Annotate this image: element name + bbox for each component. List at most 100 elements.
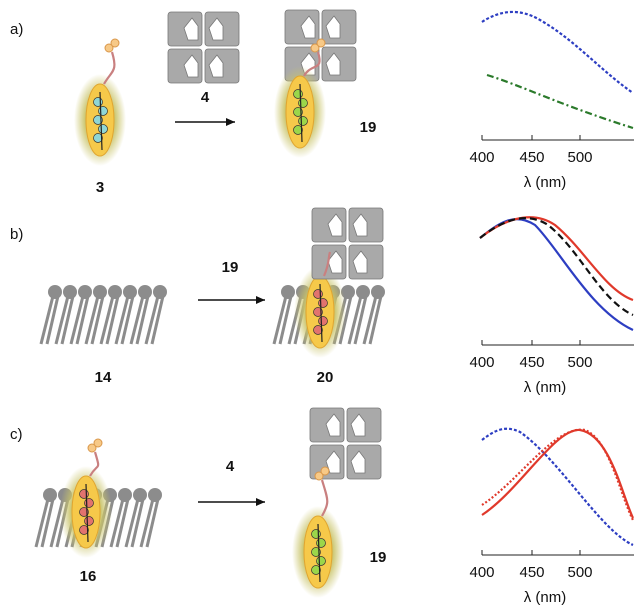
panel-label: c) xyxy=(10,426,23,443)
lipid-tail xyxy=(54,295,70,345)
lipid-head xyxy=(133,488,147,502)
tether xyxy=(303,51,321,77)
guest-ring xyxy=(298,116,308,126)
host-notch xyxy=(352,213,368,237)
lipid-tail xyxy=(144,295,160,345)
x-tick-label: 400 xyxy=(469,354,494,371)
tag xyxy=(320,466,330,476)
guest-ring xyxy=(293,89,303,99)
tag xyxy=(314,471,324,481)
host-notch xyxy=(352,250,368,274)
lipid-tail xyxy=(145,498,160,548)
lipid-tail xyxy=(130,498,145,548)
x-tick-label: 500 xyxy=(567,354,592,371)
host-notch xyxy=(208,54,224,78)
compound-label: 20 xyxy=(317,369,334,386)
guest-axis xyxy=(85,483,89,543)
guest-ring xyxy=(316,556,326,566)
compound-label: 19 xyxy=(370,549,387,566)
lipid-head xyxy=(93,285,107,299)
lipid-head xyxy=(148,488,162,502)
tether xyxy=(89,451,100,477)
x-tick-label: 450 xyxy=(519,564,544,581)
lipid-tail xyxy=(139,498,155,548)
tag xyxy=(87,443,97,453)
lipid-tail xyxy=(99,295,115,345)
lipid-head xyxy=(281,285,295,299)
lipid-tail xyxy=(84,295,100,345)
x-tick-label: 500 xyxy=(567,149,592,166)
lipid-tail xyxy=(272,295,288,345)
lipid-tail xyxy=(109,498,125,548)
host-notch xyxy=(325,15,341,39)
x-tick-label: 400 xyxy=(469,564,494,581)
compound-label: 19 xyxy=(222,259,239,276)
lipid-tail xyxy=(353,295,368,345)
guest-ring xyxy=(311,529,321,539)
guest-ring xyxy=(93,115,103,125)
compound-label: 4 xyxy=(201,89,210,106)
host-notch xyxy=(208,17,224,41)
guest-ring xyxy=(79,489,89,499)
tether xyxy=(320,479,329,517)
lipid-head xyxy=(118,488,132,502)
compound-label: 16 xyxy=(80,568,97,585)
panel-label: a) xyxy=(10,21,23,38)
lipid-head xyxy=(43,488,57,502)
lipid-head xyxy=(138,285,152,299)
lipid-head xyxy=(341,285,355,299)
lipid-tail xyxy=(129,295,145,345)
tag xyxy=(310,43,320,53)
guest-ring xyxy=(298,98,308,108)
guest-axis xyxy=(99,91,103,151)
tag xyxy=(316,38,326,48)
x-axis-title: λ (nm) xyxy=(524,589,567,606)
guest-axis xyxy=(319,283,323,343)
guest-ring xyxy=(311,565,321,575)
x-axis-title: λ (nm) xyxy=(524,174,567,191)
x-axis-title: λ (nm) xyxy=(524,379,567,396)
guest-ring xyxy=(318,316,328,326)
host-notch xyxy=(350,450,366,474)
guest-ring xyxy=(93,97,103,107)
spectrum xyxy=(479,216,634,302)
host-notch xyxy=(300,15,316,39)
lipid-tail xyxy=(105,295,120,345)
lipid-tail xyxy=(347,295,363,345)
guest-ring xyxy=(313,307,323,317)
arrow-head xyxy=(226,118,235,126)
spectrum xyxy=(479,217,634,331)
tag xyxy=(93,438,103,448)
guest-axis xyxy=(317,523,321,583)
arrow-head xyxy=(256,498,265,506)
lipid-head xyxy=(108,285,122,299)
tag xyxy=(110,38,120,48)
lipid-tail xyxy=(60,295,75,345)
lipid-tail xyxy=(34,498,50,548)
x-tick-label: 450 xyxy=(519,354,544,371)
lipid-tail xyxy=(135,295,150,345)
guest-ring xyxy=(313,325,323,335)
tag xyxy=(104,43,114,53)
arrow-head xyxy=(256,296,265,304)
lipid-tail xyxy=(75,295,90,345)
host-notch xyxy=(183,54,199,78)
lipid-tail xyxy=(90,295,105,345)
x-tick-label: 450 xyxy=(519,149,544,166)
guest-ring xyxy=(93,133,103,143)
guest-ring xyxy=(79,507,89,517)
tether xyxy=(103,51,116,85)
lipid-head xyxy=(48,285,62,299)
spectrum xyxy=(481,10,634,94)
lipid-tail xyxy=(115,498,130,548)
panel-label: b) xyxy=(10,226,23,243)
lipid-head xyxy=(356,285,370,299)
lipid-tail xyxy=(40,498,55,548)
spectrum xyxy=(481,427,634,547)
lipid-tail xyxy=(150,295,165,345)
guest-axis xyxy=(299,83,303,143)
lipid-head xyxy=(63,285,77,299)
lipid-tail xyxy=(39,295,55,345)
compound-label: 19 xyxy=(360,119,377,136)
